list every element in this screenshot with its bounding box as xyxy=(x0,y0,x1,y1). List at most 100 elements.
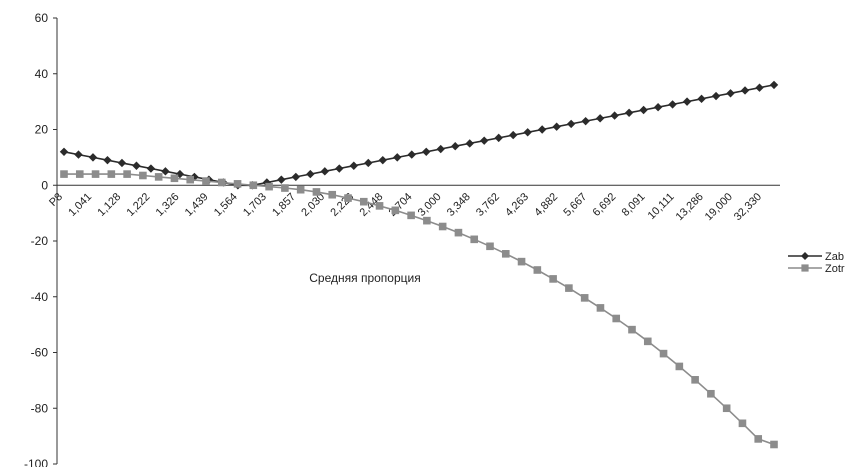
point-zab xyxy=(132,161,141,170)
point-zab xyxy=(480,136,489,145)
point-zotr xyxy=(533,266,542,274)
point-zotr xyxy=(312,188,321,196)
point-zab xyxy=(103,155,112,165)
point-zab xyxy=(161,167,170,176)
point-zab xyxy=(378,155,387,165)
y-tick-label: 40 xyxy=(35,67,49,81)
point-zotr xyxy=(375,202,384,210)
x-tick-label: 4,882 xyxy=(532,191,560,219)
y-tick-label: -60 xyxy=(31,346,49,360)
point-zotr xyxy=(596,304,605,312)
x-tick-label: 10,111 xyxy=(646,191,677,222)
point-zab xyxy=(436,144,445,154)
y-tick-label: -100 xyxy=(24,457,48,467)
legend-marker-zotr xyxy=(801,264,809,272)
x-tick-label: 3,348 xyxy=(445,191,473,219)
legend-label-zotr: Zotr xyxy=(825,263,845,275)
point-zotr xyxy=(60,170,68,178)
point-zotr xyxy=(754,435,763,443)
point-zotr xyxy=(407,211,415,220)
x-tick-label: 5,667 xyxy=(561,191,589,219)
point-zab xyxy=(393,153,402,162)
point-zotr xyxy=(707,389,715,398)
y-tick-label: -40 xyxy=(31,290,49,304)
x-tick-label: 1,128 xyxy=(95,191,123,219)
y-axis: 60 40 20 0 -20 -40 -60 -80 -100 xyxy=(24,11,58,467)
x-tick-label: 1,222 xyxy=(125,191,153,219)
point-zab xyxy=(407,150,416,159)
point-zab xyxy=(88,153,98,162)
point-zotr xyxy=(691,376,699,384)
point-zab xyxy=(697,94,706,104)
point-zab xyxy=(117,158,127,168)
point-zotr xyxy=(612,314,621,323)
point-zab xyxy=(755,83,764,92)
point-zotr xyxy=(659,349,668,358)
point-zotr xyxy=(517,257,526,266)
point-zotr xyxy=(470,235,479,244)
point-zab xyxy=(769,80,779,90)
x-tick-label: 4,263 xyxy=(503,191,531,219)
point-zab xyxy=(610,111,619,120)
point-zab xyxy=(320,167,330,176)
point-zotr xyxy=(391,206,400,215)
y-tick-label: 60 xyxy=(35,11,49,25)
point-zab xyxy=(624,108,634,117)
point-zab xyxy=(364,158,373,168)
x-tick-label: 3,762 xyxy=(474,191,502,219)
point-zotr xyxy=(202,177,210,185)
y-tick-label: -20 xyxy=(31,234,49,248)
x-tick-label: 8,091 xyxy=(620,191,648,219)
point-zab xyxy=(494,133,503,143)
x-tick-label: 1,041 xyxy=(66,191,94,219)
point-zab xyxy=(335,164,344,173)
point-zotr xyxy=(628,325,636,334)
x-tick-label: 1,439 xyxy=(183,191,211,219)
point-zab xyxy=(711,91,721,101)
point-zotr xyxy=(423,216,431,225)
point-zotr xyxy=(454,228,463,237)
point-zotr xyxy=(328,190,337,199)
x-tick-label: P8 xyxy=(47,191,65,209)
point-zotr xyxy=(675,362,684,371)
point-zab xyxy=(291,172,301,182)
point-zab xyxy=(306,169,315,179)
point-zotr xyxy=(265,182,273,191)
x-tick-label: 1,857 xyxy=(270,191,298,219)
series-line-zotr xyxy=(64,173,775,446)
point-zab xyxy=(639,105,648,115)
point-zotr xyxy=(438,222,447,231)
point-zotr xyxy=(770,440,778,449)
point-zotr xyxy=(154,173,163,181)
point-zab xyxy=(349,161,358,170)
point-zotr xyxy=(359,197,368,206)
point-zab xyxy=(552,122,561,131)
point-zab xyxy=(537,125,547,134)
point-zotr xyxy=(249,181,258,190)
point-zab xyxy=(451,142,460,151)
series-line-zab xyxy=(63,84,775,187)
point-zotr xyxy=(549,275,557,283)
point-zab xyxy=(566,119,576,129)
point-zotr xyxy=(722,404,731,413)
point-zotr xyxy=(233,180,242,188)
x-tick-label: 19,000 xyxy=(703,191,735,223)
x-tick-label: 1,703 xyxy=(241,191,269,219)
point-zotr xyxy=(738,419,747,428)
series-area xyxy=(59,80,779,449)
point-zotr xyxy=(643,337,652,346)
point-zotr xyxy=(139,171,147,180)
point-zab xyxy=(740,86,750,95)
point-zotr xyxy=(486,242,494,251)
point-zotr xyxy=(565,284,573,292)
point-zotr xyxy=(580,294,589,302)
point-zotr xyxy=(91,170,100,178)
point-zab xyxy=(59,147,69,156)
legend-marker-zab xyxy=(801,252,809,260)
point-zotr xyxy=(217,178,226,187)
point-zab xyxy=(523,128,532,137)
y-tick-label: -80 xyxy=(31,401,49,415)
